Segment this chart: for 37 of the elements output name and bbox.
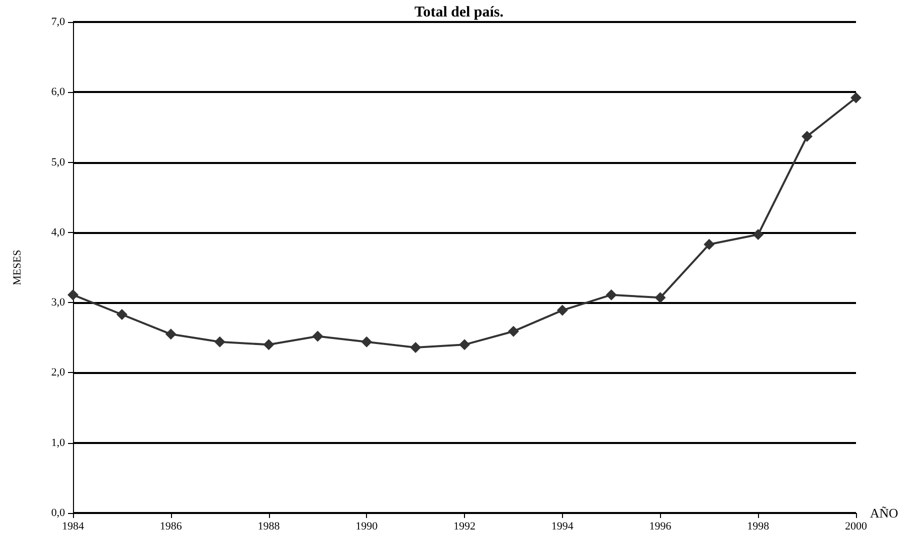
point bbox=[752, 229, 764, 240]
y-tick-label: 6,0 bbox=[51, 86, 66, 98]
point bbox=[263, 339, 274, 350]
x-tick-label: 1986 bbox=[160, 520, 182, 532]
point bbox=[116, 308, 128, 320]
point bbox=[68, 289, 78, 300]
x-tick-label: 1988 bbox=[258, 520, 280, 532]
point bbox=[410, 342, 422, 353]
y-tick-label: 4,0 bbox=[51, 226, 66, 238]
x-tick-label: 1984 bbox=[62, 520, 84, 532]
point bbox=[606, 289, 617, 300]
y-tick-label: 5,0 bbox=[51, 156, 66, 168]
point bbox=[361, 336, 372, 348]
point bbox=[556, 304, 568, 316]
point bbox=[214, 336, 226, 348]
point bbox=[850, 92, 862, 104]
y-tick-label: 2,0 bbox=[51, 366, 66, 379]
point bbox=[654, 292, 666, 304]
x-axis-title: AÑO bbox=[870, 506, 898, 520]
point bbox=[312, 330, 324, 342]
y-tick-label: 7,0 bbox=[51, 16, 66, 28]
x-tick-label: 1992 bbox=[454, 520, 476, 532]
point bbox=[704, 238, 715, 250]
y-axis-title: MESES bbox=[12, 250, 24, 286]
point bbox=[802, 130, 813, 142]
x-tick-label: 1990 bbox=[356, 520, 378, 532]
point bbox=[165, 328, 176, 340]
y-tick-label: 3,0 bbox=[51, 296, 66, 309]
point bbox=[459, 339, 470, 350]
y-tick-label: 0,0 bbox=[51, 507, 66, 519]
chart-title: Total del país. bbox=[414, 4, 504, 20]
x-tick-label: 1996 bbox=[649, 520, 672, 532]
x-tick-label: 1994 bbox=[551, 520, 574, 532]
point bbox=[508, 326, 519, 337]
y-tick-label: 1,0 bbox=[51, 436, 66, 449]
x-tick-label: 2000 bbox=[845, 520, 868, 532]
x-tick-label: 1998 bbox=[747, 520, 770, 532]
